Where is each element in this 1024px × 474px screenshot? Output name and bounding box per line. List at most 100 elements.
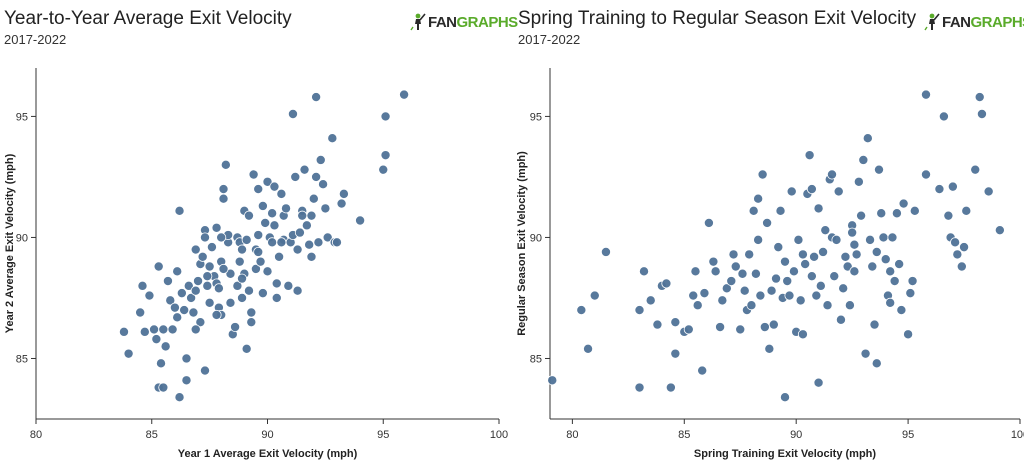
data-point [589,290,600,301]
data-point [688,290,699,301]
data-point [299,164,310,175]
left-scatter-plot: 80 85 90 95 100 85 90 95 Year 1 Average Exit Vel… [4,68,508,460]
data-point [139,326,150,337]
data-point [815,280,826,291]
data-point [169,302,180,313]
data-point [378,164,389,175]
data-point [304,239,315,250]
data-point [151,334,162,345]
data-point [956,261,967,272]
logo-text-graphs: GRAPHS [970,13,1024,31]
data-point [576,305,587,316]
data-point [188,307,199,318]
x-axis-title: Year 1 Average Exit Velocity (mph) [178,448,358,460]
data-point [889,276,900,287]
data-point [269,181,280,192]
data-point [204,297,215,308]
data-point [806,271,817,282]
data-point [243,285,254,296]
data-point [547,375,558,386]
x-tick-label: 95 [902,429,914,441]
data-point [867,261,878,272]
data-point [260,217,271,228]
data-point [380,111,391,122]
data-point [757,169,768,180]
data-point [399,89,410,100]
data-point [730,261,741,272]
fangraphs-logo: FANGRAPHS [924,12,1024,32]
data-point [137,280,148,291]
data-point [237,244,248,255]
data-point [885,266,896,277]
y-axis-title: Regular Season Exit Velocity (mph) [516,151,528,336]
chart-title: Spring Training to Regular Season Exit V… [518,8,917,29]
data-point [811,290,822,301]
data-point [826,169,837,180]
data-point [267,237,278,248]
data-point [190,324,201,335]
data-point [600,246,611,257]
data-point [327,133,338,144]
x-tick-label: 100 [490,429,508,441]
data-point [246,307,257,318]
data-point [891,208,902,219]
x-tick-label: 100 [1011,429,1024,441]
data-point [800,259,811,270]
data-point [835,314,846,325]
data-point [840,251,851,262]
data-point [174,205,185,216]
data-point [248,169,259,180]
x-tick-label: 90 [261,429,273,441]
data-point [788,266,799,277]
data-point [842,261,853,272]
data-point [160,341,171,352]
data-point [947,181,958,192]
data-point [276,237,287,248]
data-point [186,292,197,303]
data-point [253,230,264,241]
data-point [759,322,770,333]
data-point [894,259,905,270]
data-point [211,222,222,233]
logo-text-fan: FAN [428,13,457,31]
data-point [853,176,864,187]
data-point [755,290,766,301]
data-point [934,184,945,195]
data-point [737,268,748,279]
left-chart-panel: 80 85 90 95 100 85 90 95 Year 1 Average Exit Vel… [4,8,518,460]
data-point [838,283,849,294]
data-point [190,244,201,255]
data-point [753,234,764,245]
data-point [313,237,324,248]
fangraphs-logo: FANGRAPHS [410,12,518,32]
data-point [257,288,268,299]
data-point [750,268,761,279]
data-point [871,246,882,257]
data-point [865,234,876,245]
data-point [813,377,824,388]
data-point [220,159,231,170]
data-point [943,210,954,221]
data-point [123,348,134,359]
data-point [804,150,815,161]
data-point [771,273,782,284]
data-point [172,312,183,323]
data-point [703,217,714,228]
data-point [315,154,326,165]
data-point [983,186,994,197]
data-point [183,280,194,291]
data-point [976,108,987,119]
x-tick-label: 85 [678,429,690,441]
data-point [216,232,227,243]
data-point [301,220,312,231]
data-point [290,171,301,182]
data-point [887,232,898,243]
data-point [728,249,739,260]
data-point [308,193,319,204]
data-point [726,276,737,287]
y-tick-label: 85 [530,353,542,365]
data-point [199,365,210,376]
data-point [634,382,645,393]
right-scatter-plot: 80 85 90 95 100 85 90 95 Spring Training Exit Ve… [516,68,1024,460]
data-point [952,249,963,260]
